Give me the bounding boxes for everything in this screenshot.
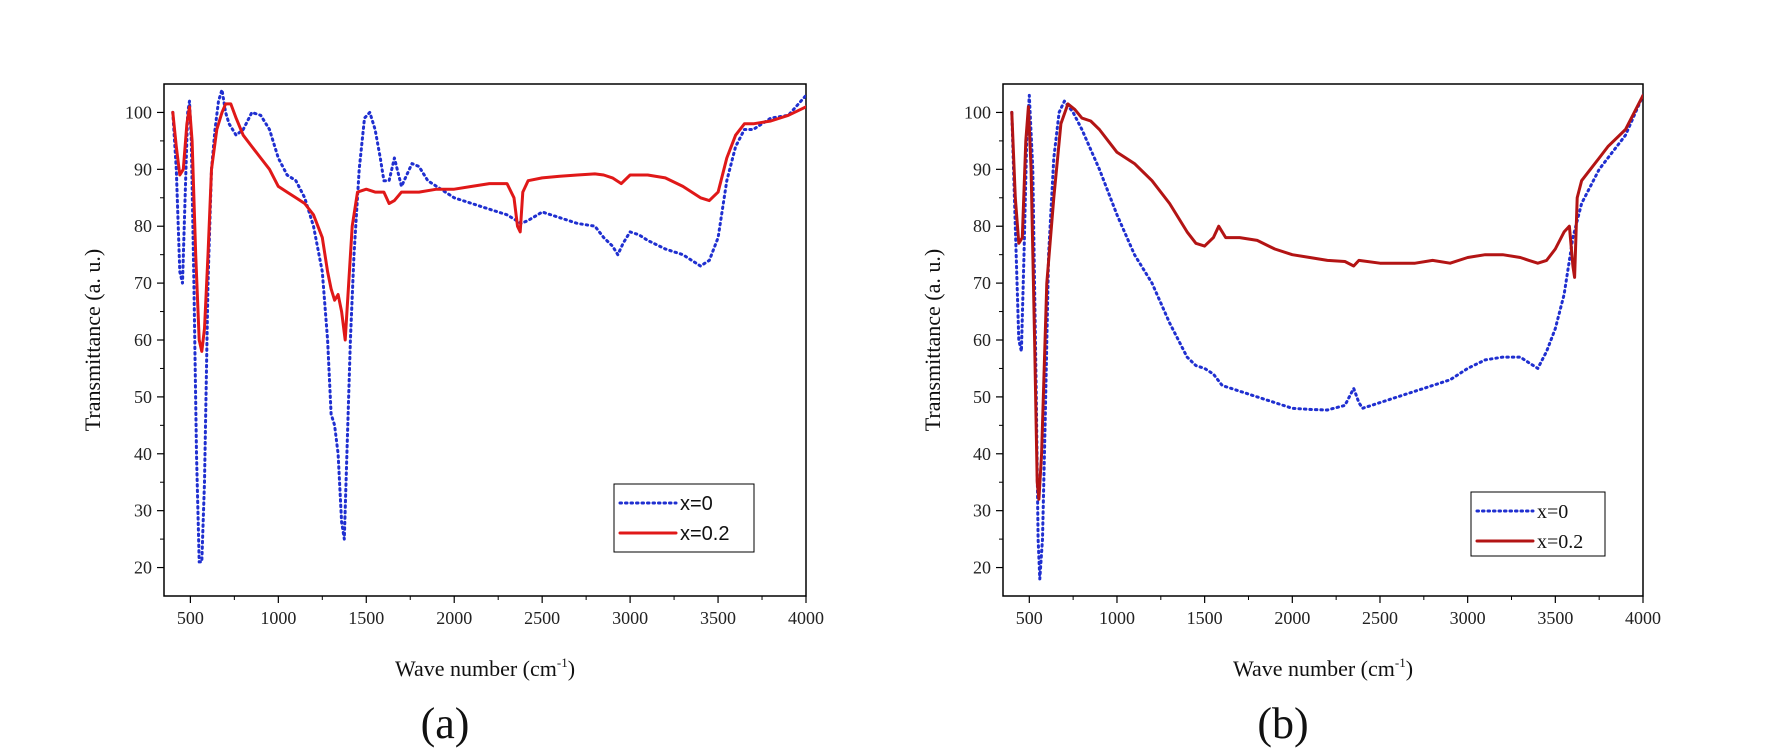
x-tick-label-3500: 3500 xyxy=(1537,608,1573,628)
panel-label-a: (a) xyxy=(421,699,470,748)
y-axis-title-a: Transmittance (a. u.) xyxy=(80,249,105,431)
legend-label-x02-b: x=0.2 xyxy=(1537,531,1583,553)
panel-a: 500 1000 1500 2000 2500 3000 3500 4000 20 30 40 50 6… xyxy=(80,83,824,748)
legend-label-x02-a: x=0.2 xyxy=(680,523,729,545)
y-tick-label-50: 50 xyxy=(134,387,152,407)
y-tick-label-70: 70 xyxy=(134,273,152,293)
y-tick-label-60: 60 xyxy=(973,330,991,350)
x-axis-title-end-a: ) xyxy=(568,656,575,681)
y-axis-title-b: Transmittance (a. u.) xyxy=(920,249,945,431)
x-axis-title-end-b: ) xyxy=(1406,656,1413,681)
y-tick-label-70: 70 xyxy=(973,273,991,293)
x-axis-title-b: Wave number (cm-1) xyxy=(1233,655,1413,681)
y-tick-label-30: 30 xyxy=(973,501,991,521)
legend-b: x=0 x=0.2 xyxy=(1470,491,1606,557)
x-axis-title-main-b: Wave number (cm xyxy=(1233,656,1395,681)
x-tick-label-4000: 4000 xyxy=(788,608,824,628)
x-tick-label-1000: 1000 xyxy=(260,608,296,628)
y-tick-label-80: 80 xyxy=(134,216,152,236)
y-tick-label-50: 50 xyxy=(973,387,991,407)
y-tick-label-90: 90 xyxy=(973,159,991,179)
legend-box-b xyxy=(1470,491,1606,557)
y-tick-label-20: 20 xyxy=(973,558,991,578)
x-tick-label-500: 500 xyxy=(1016,608,1043,628)
panel-b: 500 1000 1500 2000 2500 3000 3500 4000 20 30 40 50 6… xyxy=(920,83,1661,748)
x-tick-label-2000: 2000 xyxy=(1274,608,1310,628)
x-tick-label-1500: 1500 xyxy=(348,608,384,628)
x-tick-label-500: 500 xyxy=(177,608,204,628)
y-tick-label-80: 80 xyxy=(973,216,991,236)
x-tick-label-2500: 2500 xyxy=(524,608,560,628)
legend-box-a xyxy=(613,483,755,553)
x-tick-label-4000: 4000 xyxy=(1625,608,1661,628)
x-axis-title-a: Wave number (cm-1) xyxy=(395,655,575,681)
y-tick-label-40: 40 xyxy=(973,444,991,464)
ticks-b: 500 1000 1500 2000 2500 3000 3500 4000 20 30 40 50 6… xyxy=(964,102,1661,628)
y-tick-label-100: 100 xyxy=(964,102,991,122)
x-tick-label-2000: 2000 xyxy=(436,608,472,628)
x-tick-label-3500: 3500 xyxy=(700,608,736,628)
y-tick-label-60: 60 xyxy=(134,330,152,350)
x-tick-label-3000: 3000 xyxy=(1450,608,1486,628)
ticks-a: 500 1000 1500 2000 2500 3000 3500 4000 20 30 40 50 6… xyxy=(125,102,824,628)
series-lines-a xyxy=(171,88,806,564)
legend-label-x0-b: x=0 xyxy=(1537,501,1568,523)
x-tick-label-1000: 1000 xyxy=(1099,608,1135,628)
series-line-x02 xyxy=(1010,93,1643,501)
x-axis-title-main-a: Wave number (cm xyxy=(395,656,557,681)
y-tick-label-30: 30 xyxy=(134,501,152,521)
series-line-x0 xyxy=(1010,93,1643,581)
x-axis-title-sup-a: -1 xyxy=(557,655,568,670)
x-tick-label-2500: 2500 xyxy=(1362,608,1398,628)
series-line-x02 xyxy=(171,102,806,353)
series-lines-b xyxy=(1010,93,1643,581)
y-tick-label-40: 40 xyxy=(134,444,152,464)
x-axis-title-sup-b: -1 xyxy=(1395,655,1406,670)
x-tick-label-1500: 1500 xyxy=(1187,608,1223,628)
legend-label-x0-a: x=0 xyxy=(680,493,713,515)
y-tick-label-20: 20 xyxy=(134,558,152,578)
panel-label-b: (b) xyxy=(1257,699,1308,748)
x-tick-label-3000: 3000 xyxy=(612,608,648,628)
y-tick-label-100: 100 xyxy=(125,102,152,122)
legend-a: x=0 x=0.2 xyxy=(613,483,755,553)
y-tick-label-90: 90 xyxy=(134,159,152,179)
